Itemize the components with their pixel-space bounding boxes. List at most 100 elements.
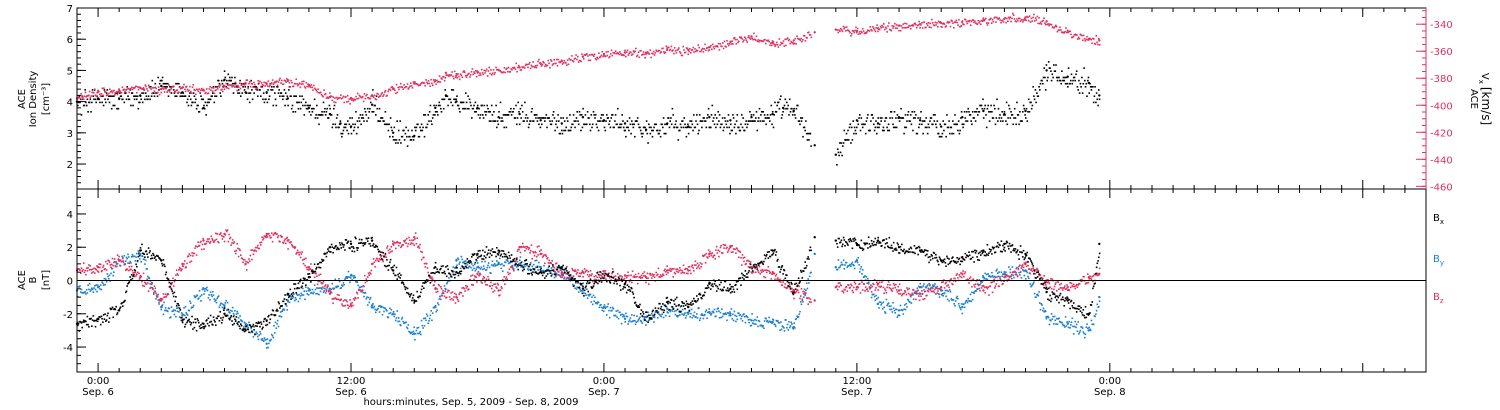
bx-point-46 xyxy=(1045,290,1048,294)
by-point-37 xyxy=(855,259,859,262)
bz-point-20 xyxy=(497,289,500,292)
density-points xyxy=(77,61,1101,166)
density-point-38 xyxy=(813,144,816,147)
by-point-9 xyxy=(265,342,268,345)
by-point-1 xyxy=(96,286,100,289)
bx-point-12 xyxy=(328,246,332,249)
x-axis-title: hours:minutes, Sep. 5, 2009 - Sep. 8, 20… xyxy=(363,397,578,408)
vx-point-11 xyxy=(307,83,311,87)
by-point-16 xyxy=(413,332,416,335)
bz-point-3 xyxy=(139,276,142,279)
vx-point-47 xyxy=(1045,20,1048,23)
legend-bx: Bx xyxy=(1433,213,1444,226)
density-point-4 xyxy=(160,84,163,88)
legend-by: By xyxy=(1433,254,1444,267)
bx-point-2 xyxy=(118,309,121,312)
bz-point-35 xyxy=(813,299,816,302)
vx-point-21 xyxy=(497,68,500,72)
by-point-21 xyxy=(518,262,521,266)
vx-point-25 xyxy=(581,55,585,58)
bx-point-30 xyxy=(708,282,711,285)
by-point-3 xyxy=(139,252,142,256)
x-tick-date-3: Sep. 7 xyxy=(841,387,873,398)
bx-point-31 xyxy=(729,287,732,290)
vx-point-42 xyxy=(940,21,943,25)
bx-point-15 xyxy=(392,269,395,272)
density-point-19 xyxy=(444,94,448,97)
bz-point-49 xyxy=(1098,272,1101,275)
top-ylabel-line-1: ACE xyxy=(17,89,28,109)
data-points-layer xyxy=(75,12,1101,349)
by-point-44 xyxy=(1003,272,1006,275)
by-point-10 xyxy=(286,299,289,302)
right-ytick-label-6: -340 xyxy=(1430,20,1453,31)
by-point-4 xyxy=(160,305,163,309)
bz-point-5 xyxy=(181,262,184,266)
vx-point-2 xyxy=(118,89,121,92)
bz-point-8 xyxy=(244,262,247,266)
density-point-34 xyxy=(750,116,753,119)
bx-point-38 xyxy=(876,239,880,242)
density-point-44 xyxy=(940,125,943,128)
density-point-43 xyxy=(918,119,922,122)
bz-point-16 xyxy=(413,236,416,239)
vx-point-14 xyxy=(370,94,374,98)
density-point-2 xyxy=(118,97,121,100)
right-ylabel-v: V xyxy=(1479,73,1490,80)
bottom-ylabel-unit: [nT] xyxy=(41,270,52,290)
bz-point-10 xyxy=(286,239,289,242)
vx-point-5 xyxy=(181,86,184,89)
vx-point-4 xyxy=(160,87,163,91)
bz-point-18 xyxy=(455,295,458,299)
vx-point-29 xyxy=(666,48,669,52)
density-point-10 xyxy=(286,97,289,100)
density-point-6 xyxy=(202,106,205,110)
density-point-32 xyxy=(708,116,711,119)
bx-point-49 xyxy=(1098,242,1101,246)
density-point-12 xyxy=(328,112,332,116)
bz-points xyxy=(77,229,1101,309)
bx-point-36 xyxy=(834,239,837,242)
vx-point-37 xyxy=(834,28,837,31)
bx-point-14 xyxy=(370,239,374,242)
bottom-left-axis-title: ACE B [nT] xyxy=(17,270,52,290)
x-tick-label-4: 0:00 xyxy=(1099,376,1121,387)
bz-point-14 xyxy=(370,262,374,266)
vx-point-16 xyxy=(413,82,416,85)
density-point-5 xyxy=(181,91,184,94)
density-point-47 xyxy=(1003,112,1006,116)
density-point-9 xyxy=(265,91,268,94)
bx-point-47 xyxy=(1066,299,1069,302)
bz-point-32 xyxy=(750,266,753,269)
bx-point-18 xyxy=(455,271,458,274)
vx-point-27 xyxy=(623,51,627,54)
bz-point-39 xyxy=(897,289,901,292)
density-point-50 xyxy=(1066,75,1069,78)
by-point-31 xyxy=(729,312,732,315)
bz-point-4 xyxy=(160,299,163,302)
vx-point-38 xyxy=(855,29,859,33)
bz-point-15 xyxy=(392,242,395,246)
right-ylabel-main: Vx [km/s] xyxy=(1477,73,1493,125)
by-point-41 xyxy=(940,289,943,292)
vx-point-35 xyxy=(792,39,795,42)
density-point-48 xyxy=(1024,109,1027,113)
density-point-33 xyxy=(729,119,732,122)
density-point-22 xyxy=(497,116,500,119)
density-point-31 xyxy=(687,125,690,128)
top-ytick-label-2: 4 xyxy=(67,98,73,109)
right-ylabel-unit: [km/s] xyxy=(1479,87,1493,125)
by-point-45 xyxy=(1024,269,1027,272)
density-point-11 xyxy=(307,106,311,110)
bx-point-28 xyxy=(666,300,669,304)
bx-point-7 xyxy=(223,312,226,315)
bz-point-31 xyxy=(729,246,732,249)
legend-bz-sub: z xyxy=(1440,297,1444,305)
bx-point-13 xyxy=(349,242,353,246)
density-point-7 xyxy=(223,78,226,82)
bz-point-42 xyxy=(961,272,964,275)
bz-point-11 xyxy=(307,266,311,269)
bz-point-7 xyxy=(223,232,226,236)
bx-point-23 xyxy=(560,266,563,269)
